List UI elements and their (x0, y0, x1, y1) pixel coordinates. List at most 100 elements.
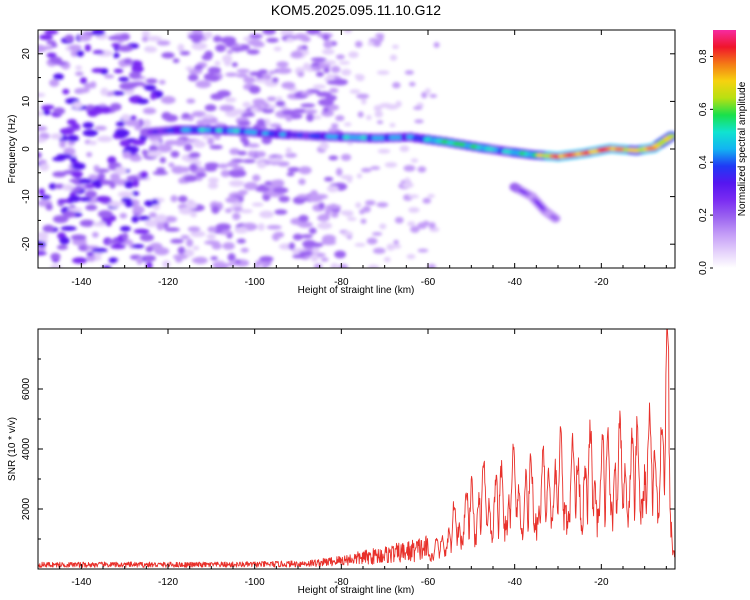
spectrogram-cell (172, 58, 180, 64)
spectrogram-cell (38, 44, 47, 53)
spectrogram-cell (105, 239, 120, 245)
spectrogram-cell (250, 107, 259, 113)
spectrogram-cell (196, 119, 207, 126)
spectrogram-cell (151, 140, 162, 146)
spectrogram-xlabel: Height of straight line (km) (298, 285, 415, 296)
spectrogram-cell (190, 211, 197, 218)
spectrogram-cell (163, 216, 178, 223)
spectrogram-cell (318, 202, 325, 210)
spectrogram-cell (226, 49, 234, 55)
spectrogram-cell (161, 111, 172, 121)
spectrogram-cell (310, 57, 327, 62)
spectrogram-cell (144, 46, 158, 53)
colorbar-tick-label: 0.0 (698, 261, 709, 275)
spectrogram-cell (232, 201, 243, 208)
spectrogram-cell (72, 257, 88, 264)
spectrogram-cell (371, 232, 383, 236)
spectrogram-cell (156, 222, 165, 231)
spectrogram-cell (114, 166, 127, 175)
spectrogram-cell (162, 260, 171, 268)
spectrogram-cell (319, 142, 329, 150)
spectrogram-cell (234, 226, 249, 234)
spectrogram-cell (53, 107, 66, 115)
spectrogram-cell (42, 110, 51, 116)
spectrogram-cell (417, 166, 427, 173)
spectrogram-cell (144, 219, 159, 228)
spectrogram-cell (348, 51, 359, 59)
spectrogram-cell (298, 214, 309, 222)
spectrogram-cell (91, 247, 108, 253)
spectrogram-cell (122, 151, 132, 159)
spectrogram-cell (329, 87, 339, 94)
spectrogram-cell (124, 200, 134, 208)
spectrogram-cell (267, 157, 283, 163)
spectrogram-cell (113, 52, 120, 59)
spectrogram-cell (142, 119, 151, 128)
spectrogram-cell (74, 87, 90, 94)
spectrogram-cell (157, 144, 173, 153)
spectrogram-cell (145, 246, 154, 253)
x-tick-label: -120 (158, 277, 178, 288)
spectrogram-cell (317, 222, 333, 230)
spectrogram-cell (87, 109, 99, 117)
spectrogram-cell (154, 247, 170, 256)
spectrogram-cell (256, 118, 266, 127)
spectrogram-cell (108, 257, 118, 264)
spectrogram-cell (84, 44, 91, 52)
spectrogram-cell (220, 36, 237, 45)
spectrogram-cell (131, 215, 139, 223)
spectrogram-cell (191, 258, 199, 263)
spectrogram-cell (133, 228, 150, 234)
spectrogram-cell (181, 112, 191, 119)
spectrogram-cell (48, 183, 57, 190)
spectrogram-cell (227, 262, 237, 267)
spectrogram-cell (138, 215, 151, 221)
spectrogram-cell (255, 151, 266, 158)
spectrogram-cell (49, 78, 60, 87)
spectrogram-cell (269, 123, 282, 128)
spectrogram-cell (342, 231, 353, 237)
spectrogram-cell (230, 47, 247, 52)
spectrogram-cell (204, 240, 220, 245)
spectrogram-cell (389, 122, 396, 128)
snr-ylabel: SNR (10 * v/v) (7, 417, 18, 481)
spectrogram-cell (366, 114, 372, 121)
spectrogram-cell (392, 244, 402, 249)
spectrogram-cell (356, 93, 370, 99)
spectrogram-cell (119, 82, 136, 91)
spectrogram-cell (71, 162, 86, 170)
spectrogram-cell (229, 169, 243, 178)
spectrogram-cell (40, 194, 51, 200)
spectrogram-cell (110, 244, 126, 250)
snr-series-line (38, 329, 675, 568)
spectrogram-cell (183, 174, 198, 182)
spectrogram-cell (433, 42, 440, 48)
figure-title: KOM5.2025.095.11.10.G12 (271, 2, 441, 18)
spectrogram-cell (183, 143, 193, 152)
spectrogram-cell (317, 214, 330, 222)
spectrogram-ylabel: Frequency (Hz) (7, 115, 18, 184)
spectrogram-cell (212, 261, 226, 268)
spectrogram-cell (334, 250, 346, 259)
spectrogram-cell (71, 123, 81, 130)
spectrogram-cell (38, 251, 47, 256)
spectrogram-cell (164, 139, 179, 146)
spectrogram-cell (211, 205, 220, 214)
spectrogram-cell (354, 40, 363, 48)
spectrogram-cell (38, 159, 47, 165)
spectrogram-cell (160, 96, 176, 104)
spectrogram-cell (422, 197, 432, 204)
spectrogram-cell (180, 166, 190, 173)
spectrogram-cell (362, 205, 371, 213)
spectrogram-cell (299, 250, 313, 256)
spectrogram-cell (297, 194, 309, 199)
spectrogram-cell (119, 225, 131, 232)
spectrogram-cell (326, 104, 340, 111)
spectrogram-cell (236, 73, 249, 78)
y-tick-label: -20 (21, 237, 32, 252)
x-tick-label: -140 (71, 277, 91, 288)
spectrogram-cell (224, 58, 232, 67)
spectrogram-cell (408, 81, 416, 87)
